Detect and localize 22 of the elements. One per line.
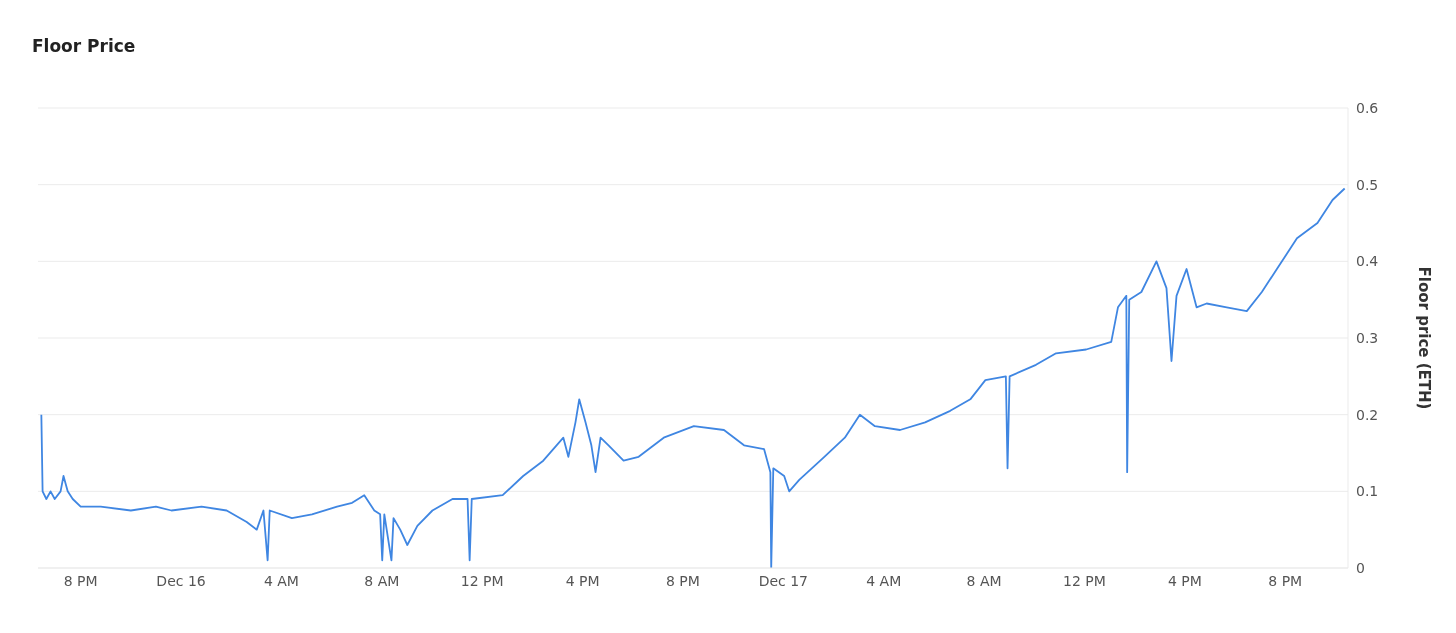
x-tick-label: 12 PM [460,572,504,589]
x-tick-label: 8 PM [63,572,98,589]
x-tick-label: 4 AM [263,572,299,589]
y-tick-label: 0.4 [1356,253,1379,270]
x-tick-label: 12 PM [1063,572,1106,589]
x-tick-label: 4 PM [565,572,600,589]
x-tick-label: 4 PM [1167,572,1202,589]
chart-title: Floor Price [32,36,136,56]
x-tick-label: 8 AM [364,572,400,589]
x-tick-label: 8 PM [1268,572,1303,589]
y-tick-label: 0 [1356,559,1365,576]
x-tick-label: Dec 17 [758,572,809,589]
x-tick-label: 8 PM [666,572,700,589]
y-tick-label: 0.6 [1356,99,1379,116]
x-tick-label: 4 AM [866,572,902,589]
x-tick-label: 8 AM [966,572,1002,589]
y-tick-label: 0.3 [1356,329,1379,346]
x-tick-label: Dec 16 [156,572,206,589]
y-tick-label: 0.2 [1356,406,1379,423]
y-tick-label: 0.1 [1356,483,1379,500]
y-axis-title: Floor price (ETH) [1414,266,1433,410]
y-tick-label: 0.5 [1356,176,1379,193]
